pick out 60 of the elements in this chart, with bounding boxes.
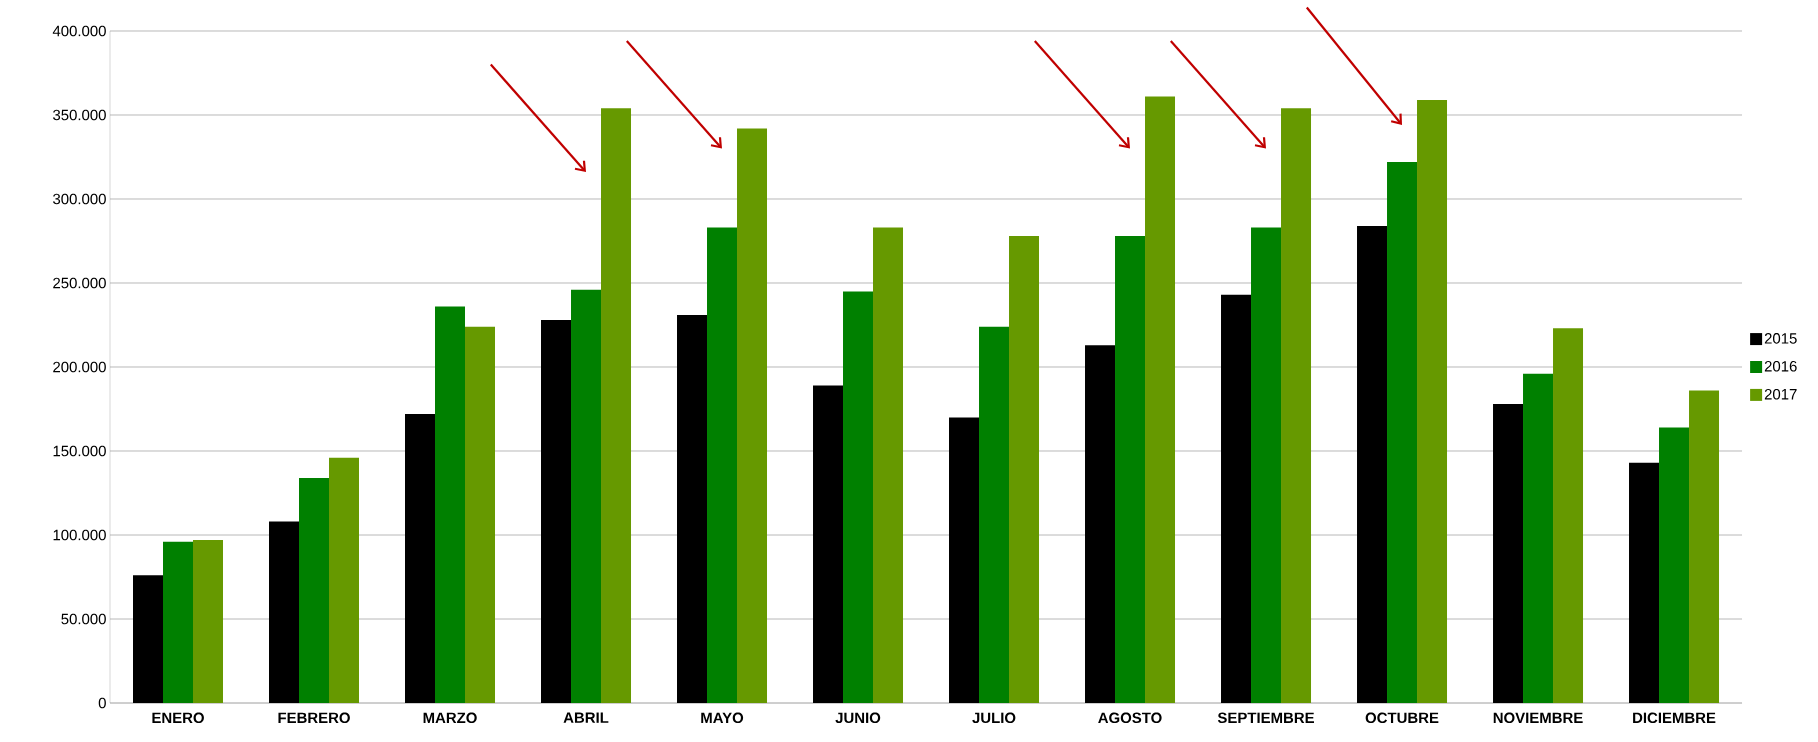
y-tick-label: 0 — [98, 697, 106, 709]
x-tick-label: AGOSTO — [1098, 712, 1162, 724]
x-tick-label: OCTUBRE — [1365, 712, 1439, 724]
bar — [269, 521, 299, 703]
bar — [1553, 328, 1584, 703]
bar — [707, 227, 738, 703]
bar — [1009, 235, 1040, 703]
bar — [1689, 390, 1720, 703]
bar — [813, 385, 844, 703]
y-tick-label: 50.000 — [61, 613, 106, 625]
bar — [677, 314, 708, 703]
x-tick-label: FEBRERO — [278, 712, 350, 724]
y-tick-label: 200.000 — [53, 361, 106, 373]
y-tick-label: 350.000 — [53, 109, 106, 121]
bar — [1417, 99, 1448, 703]
bar — [1387, 162, 1418, 703]
bar — [1629, 462, 1660, 703]
x-tick-label: MAYO — [701, 712, 744, 724]
bar — [329, 457, 359, 703]
legend-label: 2017 — [1764, 388, 1797, 400]
y-tick-label: 250.000 — [53, 277, 106, 289]
bar — [405, 414, 435, 703]
bar — [299, 477, 329, 703]
x-tick-label: JUNIO — [835, 712, 881, 724]
x-tick-label: SEPTIEMBRE — [1217, 712, 1314, 724]
bar — [133, 575, 163, 703]
legend-label: 2016 — [1764, 361, 1797, 372]
x-tick-label: JULIO — [972, 712, 1016, 724]
bar — [541, 319, 572, 703]
bar — [979, 326, 1010, 703]
bar — [1085, 345, 1116, 703]
x-tick-label: DICIEMBRE — [1633, 712, 1716, 724]
bar — [601, 108, 632, 703]
bar — [1659, 427, 1690, 703]
bar — [843, 291, 874, 703]
bar — [1145, 96, 1176, 703]
bar — [193, 540, 223, 703]
bar — [1221, 294, 1252, 703]
y-tick-label: 300.000 — [53, 193, 106, 205]
bar — [1357, 225, 1388, 703]
bar — [1251, 227, 1282, 703]
x-tick-label: ABRIL — [563, 712, 609, 723]
x-tick-label: ENERO — [152, 712, 204, 724]
y-tick-label: 150.000 — [53, 445, 106, 457]
x-tick-label: MARZO — [423, 712, 477, 724]
bar — [873, 227, 904, 703]
bar — [1281, 108, 1312, 703]
legend-label: 2015 — [1764, 333, 1797, 344]
y-tick-label: 400.000 — [52, 25, 106, 37]
y-tick-label: 100.000 — [53, 529, 106, 541]
bar — [163, 541, 193, 703]
bar — [1493, 403, 1524, 703]
bar — [435, 306, 465, 703]
bar — [1523, 373, 1554, 703]
x-tick-label: NOVIEMBRE — [1493, 712, 1583, 724]
bar — [571, 289, 602, 703]
bar — [949, 417, 980, 703]
bar — [737, 128, 768, 703]
bar — [465, 326, 495, 703]
bar — [1115, 235, 1146, 703]
